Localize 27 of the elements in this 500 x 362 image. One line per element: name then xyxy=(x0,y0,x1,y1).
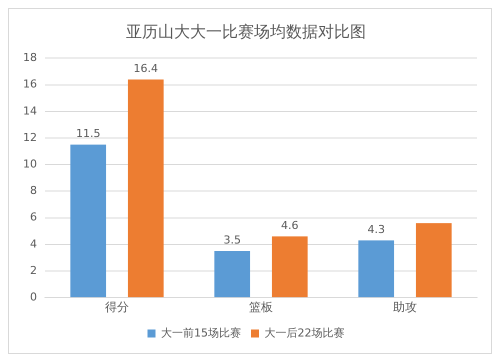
x-tick-label: 篮板 xyxy=(249,300,273,314)
y-tick-label: 12 xyxy=(22,130,37,144)
y-tick-label: 4 xyxy=(30,237,37,250)
bar xyxy=(416,223,452,298)
legend-label: 大一前15场比赛 xyxy=(161,326,242,340)
bar xyxy=(70,144,106,298)
y-tick-label: 18 xyxy=(22,51,37,64)
data-label: 4.6 xyxy=(281,218,299,232)
bar xyxy=(272,236,308,298)
y-tick-label: 14 xyxy=(22,104,37,118)
bar xyxy=(128,79,164,298)
data-label: 16.4 xyxy=(134,62,158,75)
bar xyxy=(358,240,394,298)
data-label: 11.5 xyxy=(76,127,100,140)
bar xyxy=(214,251,250,298)
y-tick-label: 10 xyxy=(22,157,37,170)
chart-title: 亚历山大大一比赛场均数据对比图 xyxy=(126,22,366,41)
y-tick-label: 0 xyxy=(30,290,37,304)
x-tick-label: 得分 xyxy=(105,300,129,314)
legend-label: 大一后22场比赛 xyxy=(264,326,344,340)
data-label: 3.5 xyxy=(223,233,241,246)
data-label: 4.3 xyxy=(367,222,385,236)
y-tick-label: 2 xyxy=(30,264,37,277)
y-tick-label: 8 xyxy=(30,184,37,198)
x-tick-label: 助攻 xyxy=(393,300,417,314)
y-tick-label: 16 xyxy=(22,78,37,91)
y-tick-label: 6 xyxy=(30,210,37,224)
